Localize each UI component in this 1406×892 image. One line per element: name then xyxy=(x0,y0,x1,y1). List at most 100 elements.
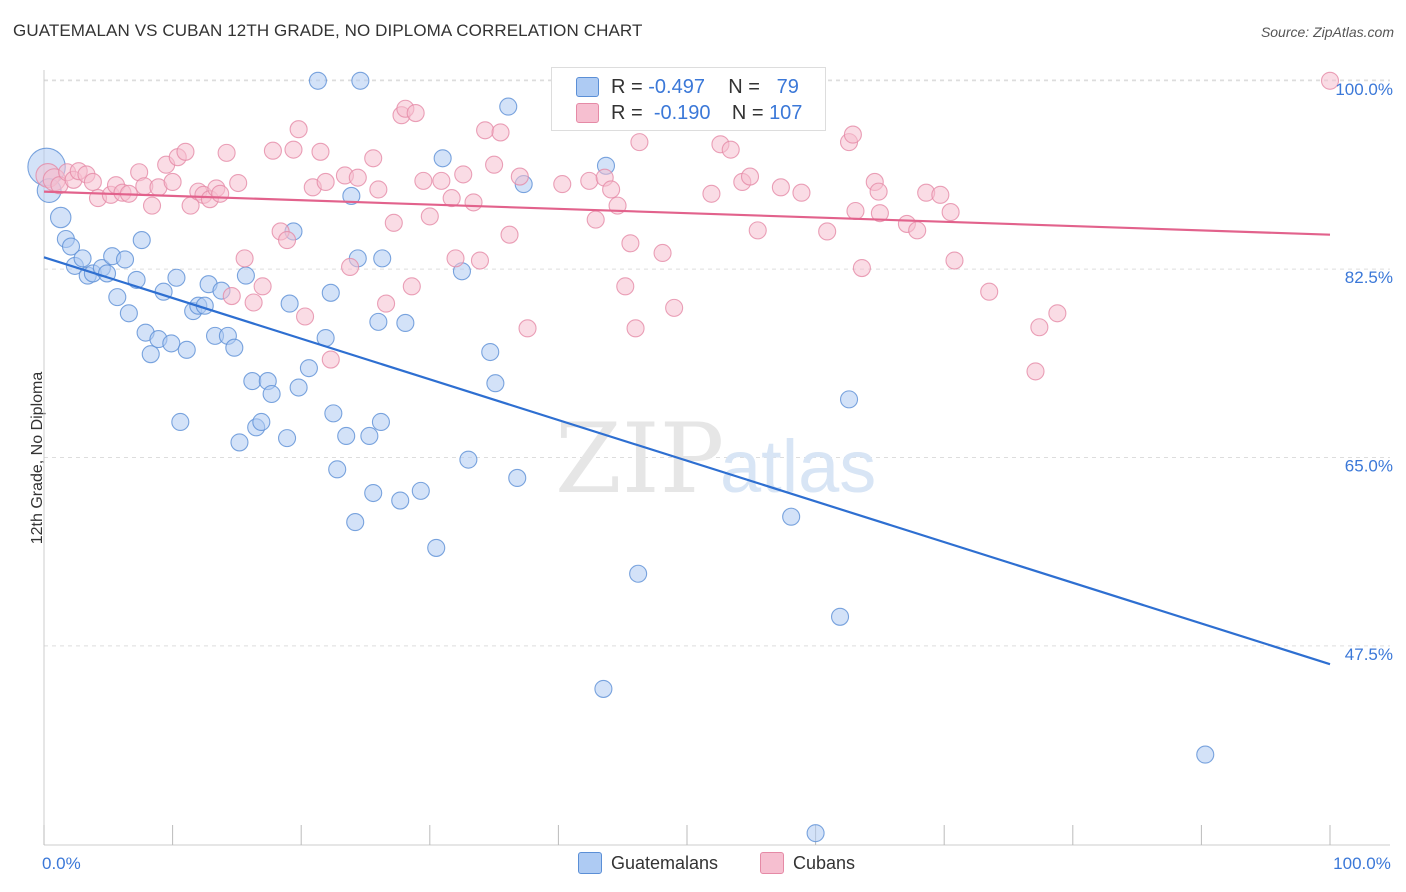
guatemalans-swatch xyxy=(576,77,599,97)
cuban-point xyxy=(843,125,862,144)
cuban-point xyxy=(500,225,519,244)
cuban-point xyxy=(602,180,621,199)
cuban-point xyxy=(364,149,383,168)
guatemalan-point xyxy=(629,564,648,583)
cuban-point xyxy=(229,173,248,193)
guatemalan-point xyxy=(391,491,410,510)
grid-layer xyxy=(44,79,1390,647)
guatemalan-point xyxy=(499,97,518,116)
watermark: ZIP atlas xyxy=(555,403,876,515)
guatemalan-point xyxy=(230,433,249,452)
guatemalan-point xyxy=(486,374,505,393)
cuban-point xyxy=(384,213,403,232)
cuban-point xyxy=(908,221,927,240)
cuban-point xyxy=(454,165,473,184)
guatemalan-point xyxy=(839,390,859,409)
cuban-point xyxy=(369,180,388,199)
source-note: Source: ZipAtlas.com xyxy=(1260,24,1394,40)
legend-label-cubans: Cubans xyxy=(793,852,856,873)
cuban-point xyxy=(222,286,241,306)
cuban-point xyxy=(476,121,495,140)
cuban-point xyxy=(263,141,282,160)
guatemalan-point xyxy=(278,429,297,448)
tick-label-layer: 100.0% 82.5% 65.0% 47.5% 0.0% 100.0% xyxy=(42,80,1393,873)
guatemalan-point xyxy=(162,334,181,353)
cuban-point xyxy=(586,210,605,229)
cuban-point xyxy=(163,172,182,191)
cuban-point xyxy=(580,171,599,190)
guatemalan-point xyxy=(289,378,308,397)
legend-item-guatemalans: Guatemalans xyxy=(578,852,718,874)
cuban-point xyxy=(1048,304,1067,323)
watermark-atlas: atlas xyxy=(720,425,876,508)
guatemalan-point xyxy=(337,426,356,446)
legend-swatch-cubans xyxy=(760,852,784,874)
guatemalan-point xyxy=(252,412,271,432)
cuban-point xyxy=(665,298,684,317)
cuban-point xyxy=(414,171,433,190)
cubans-trend-line xyxy=(43,190,1331,236)
chart-title: GUATEMALAN VS CUBAN 12TH GRADE, NO DIPLO… xyxy=(13,21,643,40)
cuban-point xyxy=(442,189,461,208)
cuban-point xyxy=(211,184,230,203)
guatemalan-point xyxy=(171,412,190,432)
cuban-point xyxy=(217,143,236,162)
y-tick-label: 100.0% xyxy=(1335,80,1393,99)
cuban-point xyxy=(945,251,964,270)
guatemalan-point xyxy=(73,249,92,268)
cuban-point xyxy=(485,155,504,174)
cuban-point xyxy=(852,259,871,278)
cuban-point xyxy=(253,277,272,296)
cuban-point xyxy=(748,221,767,240)
cubans-n-value: 107 xyxy=(769,101,803,124)
guatemalans-n-value: 79 xyxy=(776,75,799,98)
cuban-point xyxy=(869,182,888,201)
cuban-point xyxy=(980,282,999,301)
guatemalan-point xyxy=(132,231,151,250)
cuban-point xyxy=(142,196,162,215)
guatemalan-point xyxy=(371,412,390,432)
cuban-point xyxy=(321,350,340,369)
guatemalan-point xyxy=(364,483,383,503)
legend-label-guatemalans: Guatemalans xyxy=(611,852,719,873)
legend-item-cubans: Cubans xyxy=(760,852,855,874)
guatemalan-point xyxy=(342,186,361,205)
cuban-point xyxy=(464,193,483,212)
guatemalans-r-value: -0.497 xyxy=(648,75,705,98)
cuban-point xyxy=(616,277,635,296)
cubans-swatch xyxy=(576,103,599,123)
points-layer xyxy=(27,71,1340,843)
cuban-point xyxy=(702,184,721,203)
guatemalan-point xyxy=(321,283,340,302)
cuban-point xyxy=(1026,362,1045,381)
cuban-point xyxy=(941,203,960,222)
y-tick-label: 82.5% xyxy=(1345,268,1393,287)
cuban-point xyxy=(771,178,790,197)
guatemalan-point xyxy=(373,249,392,268)
watermark-zip: ZIP xyxy=(555,403,724,515)
cuban-point xyxy=(721,140,740,159)
cuban-point xyxy=(377,294,396,313)
cuban-point xyxy=(1320,71,1340,90)
cuban-point xyxy=(289,120,308,139)
stats-row-guatemalans: R = -0.497 N = 79 xyxy=(576,75,799,99)
cuban-point xyxy=(870,204,889,223)
cuban-point xyxy=(846,201,865,221)
guatemalan-point xyxy=(299,359,318,378)
cuban-point xyxy=(284,140,303,159)
guatemalan-point xyxy=(61,237,81,256)
guatemalan-point xyxy=(280,294,299,313)
guatemalan-point xyxy=(225,338,244,357)
guatemalans-trend-line xyxy=(43,256,1331,666)
x-tick-label: 0.0% xyxy=(42,854,81,873)
cuban-point xyxy=(420,207,439,226)
n-label: N = xyxy=(728,75,760,98)
cuban-point xyxy=(446,249,465,268)
guatemalan-point xyxy=(1196,745,1215,764)
guatemalan-point xyxy=(396,313,415,333)
guatemalan-point xyxy=(167,268,186,287)
guatemalan-point xyxy=(594,679,613,698)
cuban-point xyxy=(621,234,640,253)
guatemalan-point xyxy=(782,507,801,526)
cuban-point xyxy=(653,243,672,263)
